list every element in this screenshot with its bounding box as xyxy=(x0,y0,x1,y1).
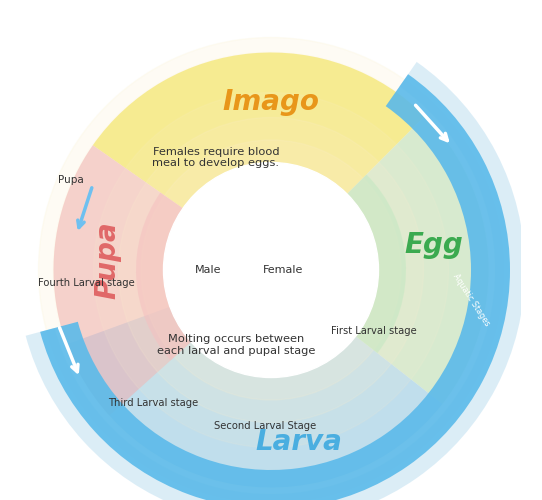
Text: Aquatic Stages: Aquatic Stages xyxy=(451,272,491,328)
Circle shape xyxy=(94,92,448,448)
Circle shape xyxy=(54,52,488,488)
Text: Imago: Imago xyxy=(223,88,319,117)
Wedge shape xyxy=(67,307,442,488)
Circle shape xyxy=(141,140,401,400)
Text: Female: Female xyxy=(263,265,304,275)
Text: Male: Male xyxy=(195,265,222,275)
Wedge shape xyxy=(25,62,525,500)
Text: Egg: Egg xyxy=(404,231,463,259)
Wedge shape xyxy=(54,145,191,415)
Text: Larva: Larva xyxy=(255,428,342,456)
Text: Fourth Larval stage: Fourth Larval stage xyxy=(38,278,136,287)
Text: Second Larval Stage: Second Larval Stage xyxy=(214,421,316,431)
Text: First Larval stage: First Larval stage xyxy=(331,326,417,336)
Circle shape xyxy=(119,118,423,422)
Circle shape xyxy=(38,38,504,500)
Text: Pupa: Pupa xyxy=(59,175,84,185)
Text: Molting occurs between
each larval and pupal stage: Molting occurs between each larval and p… xyxy=(157,334,315,356)
Text: Females require blood
meal to develop eggs.: Females require blood meal to develop eg… xyxy=(152,146,280,169)
Text: Third Larval stage: Third Larval stage xyxy=(108,398,199,407)
Wedge shape xyxy=(347,174,406,353)
Wedge shape xyxy=(40,74,510,500)
Wedge shape xyxy=(136,192,191,360)
Circle shape xyxy=(164,162,378,378)
Wedge shape xyxy=(347,116,488,404)
Wedge shape xyxy=(93,52,425,208)
Text: Pupa: Pupa xyxy=(93,221,121,299)
